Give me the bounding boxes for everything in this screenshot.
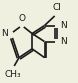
Text: N: N [60, 37, 67, 46]
Text: Cl: Cl [52, 3, 61, 12]
Text: N: N [1, 29, 8, 38]
Text: O: O [18, 14, 25, 23]
Text: CH₃: CH₃ [5, 70, 21, 79]
Text: N: N [60, 21, 67, 30]
